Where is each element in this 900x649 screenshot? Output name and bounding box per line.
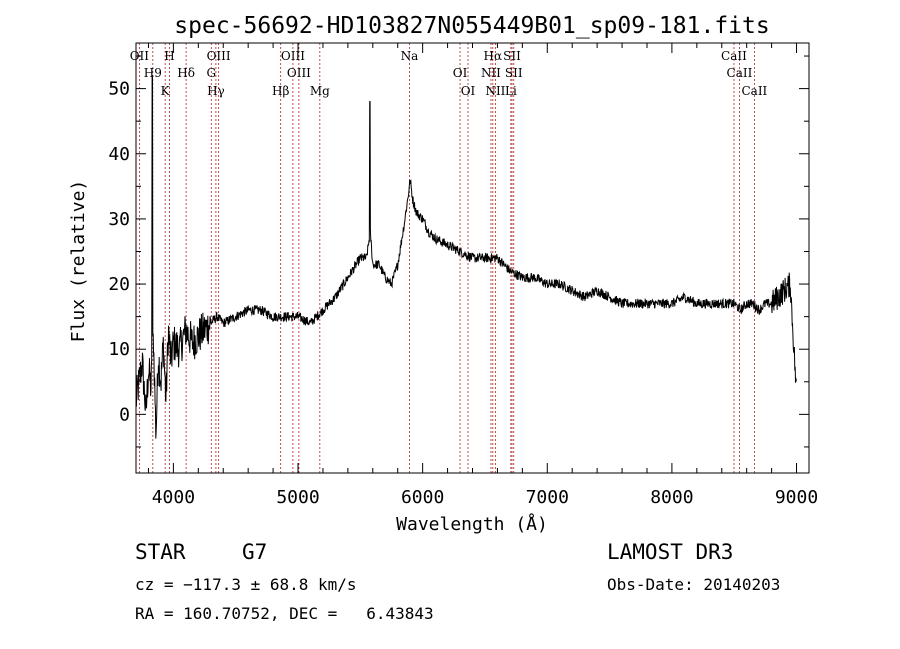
emission-line-label: OIII [287,66,311,80]
line-labels: OIIH9KHHδHγOIIIGHβOIIIOIIIMgNaOIOIHαNIIN… [130,49,768,98]
emission-line-label: NII [481,66,501,80]
object-class: STAR [135,540,186,564]
emission-line-label: Hα [484,49,503,63]
spectrum-line [135,75,797,439]
y-tick-label: 0 [119,404,130,425]
emission-line-label: Hβ [272,84,289,98]
x-axis-label: Wavelength (Å) [396,513,548,535]
emission-line-label: G [206,66,216,80]
emission-line-label: H9 [144,66,162,80]
plot-frame [135,42,810,474]
y-tick-label: 40 [108,144,130,165]
y-tick-label: 30 [108,209,130,230]
emission-line-label: CaII [741,84,767,98]
x-tick-label: 6000 [401,487,444,508]
x-tick-label: 4000 [152,487,195,508]
x-tick-label: 7000 [526,487,569,508]
velocity-readout: cz = −117.3 ± 68.8 km/s [135,575,357,594]
x-tick-label: 8000 [650,487,693,508]
emission-line-label: Hγ [207,84,225,98]
x-tick-label: 9000 [775,487,818,508]
emission-line-label: OI [461,84,476,98]
emission-line-label: Hδ [177,66,195,80]
emission-line-label: SII [505,66,523,80]
chart-title: spec-56692-HD103827N055449B01_sp09-181.f… [174,13,769,39]
survey-name: LAMOST DR3 [607,540,734,564]
emission-line-label: Li [505,84,517,98]
x-tick-label: 5000 [276,487,319,508]
emission-line-label: SII [503,49,521,63]
emission-line-label: CaII [727,66,753,80]
obs-date: Obs-Date: 20140203 [607,575,781,594]
y-tick-label: 10 [108,339,130,360]
emission-line-label: Mg [310,84,330,98]
emission-line-label: OIII [281,49,305,63]
y-tick-label: 50 [108,79,130,100]
emission-line-label: OIII [207,49,231,63]
line-markers [138,43,755,473]
coordinates: RA = 160.70752, DEC = 6.43843 [135,604,434,623]
emission-line-label: OI [453,66,468,80]
emission-line-label: H [164,49,174,63]
axis-ticks: 4000 5000 6000 7000 8000 9000 0 10 20 30 40 50 [108,43,818,508]
emission-line-label: K [161,84,171,98]
emission-line-label: NII [485,84,505,98]
emission-line-label: Na [401,49,419,63]
y-axis-label: Flux (relative) [68,180,89,343]
emission-line-label: CaII [721,49,747,63]
object-subclass: G7 [242,540,268,564]
y-tick-label: 20 [108,274,130,295]
